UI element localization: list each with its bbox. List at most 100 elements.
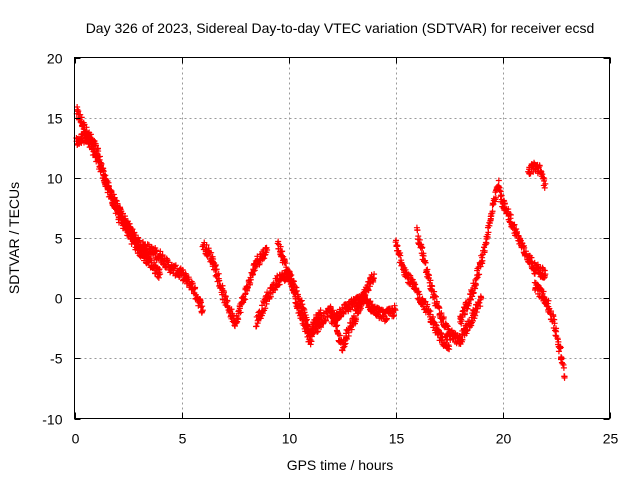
data-point — [446, 343, 452, 350]
data-point — [561, 373, 568, 380]
data-point — [473, 275, 480, 282]
data-point — [482, 241, 489, 248]
data-point — [199, 308, 206, 315]
data-point — [222, 293, 229, 300]
data-point — [212, 263, 219, 270]
x-tick-label: 15 — [389, 431, 405, 447]
data-point — [247, 276, 254, 283]
data-point — [507, 215, 514, 222]
chart-title: Day 326 of 2023, Sidereal Day-to-day VTE… — [86, 20, 595, 36]
data-point — [343, 335, 350, 342]
data-point — [101, 173, 108, 180]
data-point — [433, 298, 440, 305]
data-point — [464, 327, 471, 334]
data-point — [392, 307, 399, 314]
x-tick-label: 10 — [282, 431, 298, 447]
data-point — [314, 328, 321, 335]
y-tick-label: 0 — [55, 291, 63, 307]
data-point — [314, 328, 321, 335]
data-point — [250, 268, 257, 275]
data-point — [542, 271, 549, 278]
data-point — [235, 316, 242, 323]
data-point — [75, 108, 82, 115]
data-point — [124, 224, 131, 231]
y-tick-label: 20 — [47, 51, 63, 67]
data-point — [136, 245, 143, 252]
data-point — [444, 323, 451, 330]
data-point — [136, 237, 143, 244]
data-point — [267, 293, 274, 300]
data-point — [111, 197, 118, 204]
data-point — [393, 243, 400, 250]
y-tick-label: 5 — [55, 231, 63, 247]
data-point — [90, 143, 97, 150]
y-tick-label: -10 — [42, 412, 62, 428]
data-point — [431, 288, 438, 295]
series-rise-20 — [457, 177, 549, 327]
data-point — [97, 159, 104, 166]
data-point — [157, 271, 164, 278]
data-point — [424, 301, 431, 308]
data-point — [560, 364, 567, 371]
data-point — [465, 300, 472, 307]
data-point — [199, 303, 206, 310]
data-point — [129, 233, 136, 240]
data-point — [393, 237, 400, 244]
data-point — [479, 254, 486, 261]
data-point — [481, 247, 488, 254]
data-point — [345, 329, 352, 336]
data-points — [73, 104, 568, 381]
data-point — [416, 291, 423, 298]
data-point — [422, 259, 429, 266]
data-point — [153, 247, 160, 254]
data-point — [557, 343, 564, 350]
x-tick-label: 5 — [179, 431, 187, 447]
data-point — [391, 312, 398, 319]
data-point — [544, 300, 551, 307]
data-point — [327, 303, 334, 310]
data-point — [143, 251, 150, 258]
data-point — [489, 208, 496, 215]
data-point — [300, 315, 307, 322]
data-point — [317, 307, 324, 314]
data-point — [488, 212, 495, 219]
data-point — [555, 348, 562, 355]
data-point — [415, 288, 422, 295]
data-point — [371, 271, 378, 278]
data-point — [278, 252, 285, 259]
data-point — [164, 258, 171, 265]
data-point — [427, 277, 434, 284]
data-point — [467, 296, 474, 303]
data-point — [100, 167, 107, 174]
data-point — [414, 226, 421, 233]
data-point — [539, 171, 546, 178]
data-point — [431, 292, 438, 299]
data-point — [129, 226, 136, 233]
data-point — [551, 320, 558, 327]
data-point — [274, 240, 281, 247]
data-point — [99, 166, 106, 173]
data-point — [261, 255, 268, 262]
data-point — [348, 326, 355, 333]
data-point — [336, 332, 343, 339]
grid-lines — [74, 57, 610, 419]
data-point — [438, 310, 445, 317]
data-point — [550, 313, 557, 320]
data-point — [341, 341, 348, 348]
data-point — [513, 225, 520, 232]
data-point — [397, 252, 404, 259]
data-point — [521, 244, 528, 251]
series-arc-16-19 — [413, 224, 485, 347]
data-point — [478, 295, 485, 302]
data-point — [291, 290, 298, 297]
data-point — [365, 287, 372, 294]
data-point — [459, 336, 466, 343]
data-point — [131, 229, 138, 236]
data-point — [220, 289, 227, 296]
data-point — [370, 274, 377, 281]
x-tick-label: 25 — [603, 431, 619, 447]
data-point — [307, 337, 314, 344]
data-point — [179, 266, 186, 273]
data-point — [228, 306, 235, 313]
